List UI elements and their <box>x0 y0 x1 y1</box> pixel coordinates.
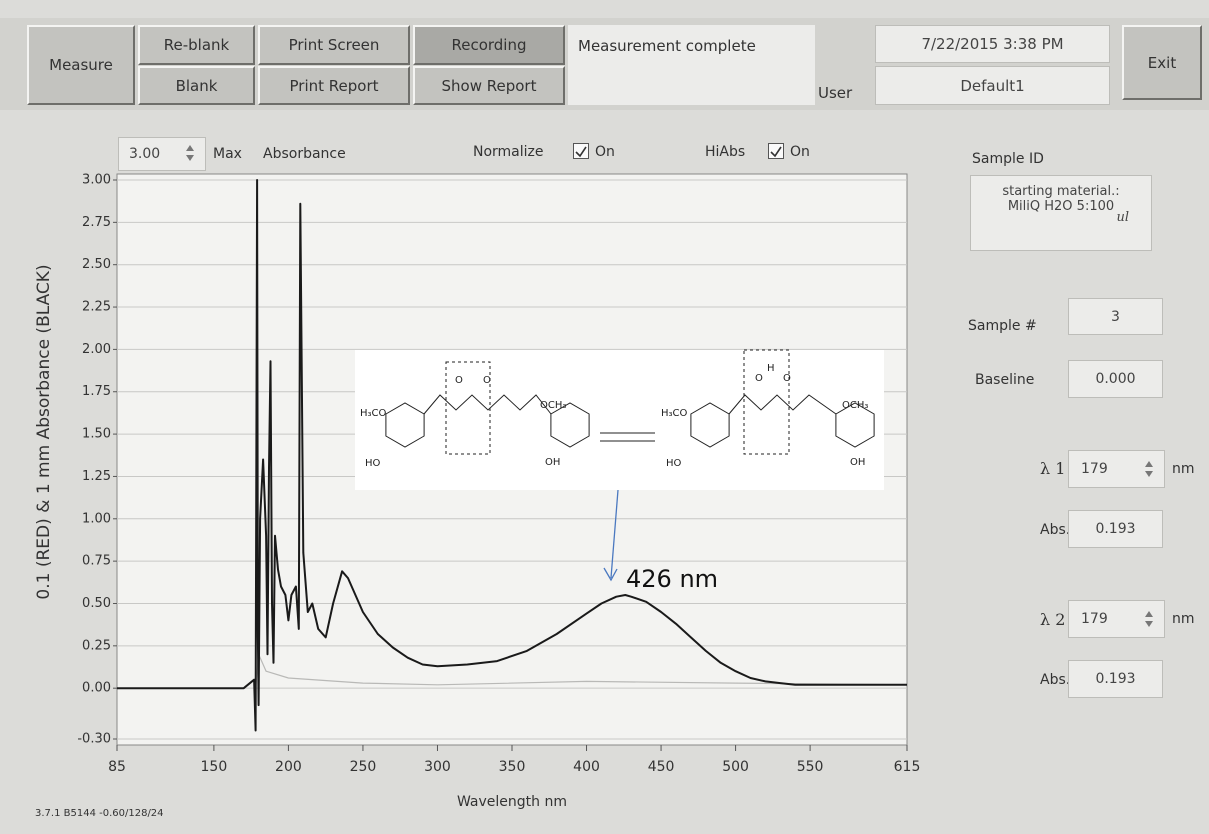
y-tick-label: 1.00 <box>82 511 111 526</box>
atom-label: O <box>455 375 463 386</box>
x-axis-title: Wavelength nm <box>457 794 567 810</box>
atom-label: H₃CO <box>661 408 688 419</box>
annotation: 426 nm <box>626 565 718 593</box>
x-tick-label: 615 <box>894 759 921 775</box>
x-tick-label: 550 <box>797 759 824 775</box>
atom-label: H <box>767 363 775 374</box>
atom-label: O <box>483 375 491 386</box>
y-tick-label: 1.25 <box>82 469 111 484</box>
y-tick-label: 2.50 <box>82 257 111 272</box>
x-tick-label: 500 <box>722 759 749 775</box>
y-tick-label: 2.00 <box>82 342 111 357</box>
y-tick-label: 1.75 <box>82 384 111 399</box>
x-tick-label: 450 <box>648 759 675 775</box>
y-tick-label: 0.25 <box>82 638 111 653</box>
atom-label: O <box>755 373 763 384</box>
atom-label: OH <box>850 457 865 468</box>
y-tick-label: 0.50 <box>82 596 111 611</box>
y-tick-label: 0.00 <box>82 681 111 696</box>
screen: Measure Re-blank Blank Print Screen Prin… <box>0 0 1209 834</box>
atom-label: HO <box>365 458 381 469</box>
y-tick-label: 0.75 <box>82 554 111 569</box>
y-tick-label: -0.30 <box>77 732 111 747</box>
y-axis-title: 0.1 (RED) & 1 mm Absorbance (BLACK) <box>34 264 54 599</box>
chart: Wavelength nm 0.1 (RED) & 1 mm Absorbanc… <box>0 0 1209 834</box>
y-tick-label: 3.00 <box>82 173 111 188</box>
x-tick-label: 400 <box>573 759 600 775</box>
atom-label: HO <box>666 458 682 469</box>
y-tick-label: 2.75 <box>82 215 111 230</box>
x-tick-label: 150 <box>201 759 228 775</box>
y-tick-label: 2.25 <box>82 300 111 315</box>
atom-label: OH <box>545 457 560 468</box>
x-tick-label: 350 <box>499 759 526 775</box>
y-tick-label: 1.50 <box>82 427 111 442</box>
atom-label: OCH₃ <box>842 400 868 411</box>
x-tick-label: 85 <box>108 759 126 775</box>
atom-label: O <box>783 373 791 384</box>
x-tick-label: 300 <box>424 759 451 775</box>
x-tick-label: 200 <box>275 759 302 775</box>
atom-label: OCH₃ <box>540 400 566 411</box>
inset-bg <box>355 350 884 490</box>
atom-label: H₃CO <box>360 408 387 419</box>
x-tick-label: 250 <box>350 759 377 775</box>
